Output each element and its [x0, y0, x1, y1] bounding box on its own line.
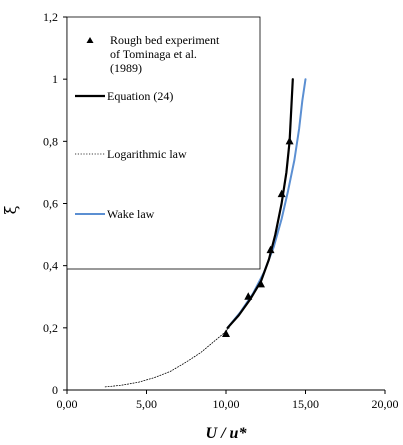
y-tick-label: 1,2	[43, 10, 58, 24]
y-tick-label: 1	[52, 72, 58, 86]
y-tick-label: 0,8	[43, 134, 58, 148]
legend-label: of Tominaga et al.	[110, 47, 197, 61]
x-tick-label: 10,00	[213, 397, 240, 411]
legend-label: Equation (24)	[107, 89, 173, 103]
x-axis-label: U / u*	[206, 425, 248, 442]
y-tick-label: 0	[52, 383, 58, 397]
y-tick-label: 0,4	[43, 259, 58, 273]
y-tick-label: 0,6	[43, 197, 58, 211]
x-tick-label: 15,00	[292, 397, 319, 411]
x-tick-label: 20,00	[372, 397, 399, 411]
x-tick-label: 0,00	[57, 397, 78, 411]
legend-label: (1989)	[110, 61, 142, 75]
x-tick-label: 5,00	[136, 397, 157, 411]
legend-label: Logarithmic law	[107, 147, 187, 161]
y-axis-label: ξ	[1, 205, 20, 214]
legend-label: Wake law	[107, 207, 155, 221]
y-tick-label: 0,2	[43, 321, 58, 335]
legend-label: Rough bed experiment	[110, 33, 220, 47]
